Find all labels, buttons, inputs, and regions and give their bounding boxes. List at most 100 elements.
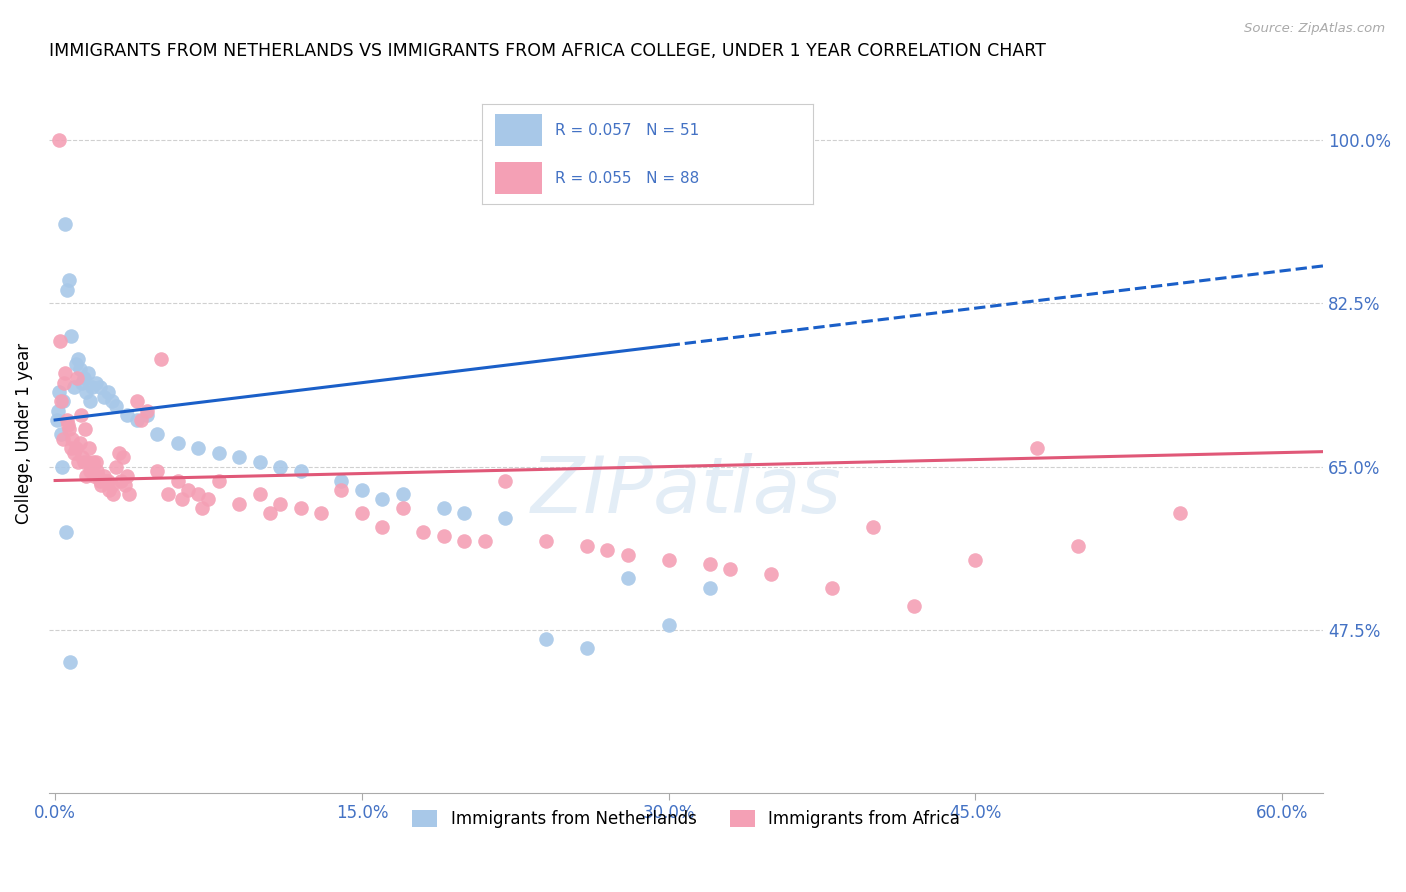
- Point: [60, 329, 83, 343]
- Point: [110, 474, 132, 488]
- Point: [269, 497, 291, 511]
- Point: [79, 394, 101, 409]
- Point: [80, 459, 103, 474]
- Point: [1067, 539, 1090, 553]
- Point: [903, 599, 925, 614]
- Point: [166, 436, 188, 450]
- Point: [474, 534, 496, 549]
- Point: [53, 367, 76, 381]
- Point: [56, 413, 79, 427]
- Point: [177, 483, 200, 497]
- Point: [89, 474, 111, 488]
- Point: [150, 352, 173, 367]
- Point: [90, 478, 112, 492]
- Point: [84, 376, 107, 390]
- Point: [371, 492, 394, 507]
- Point: [125, 413, 148, 427]
- Point: [73, 422, 96, 436]
- Point: [249, 487, 271, 501]
- Point: [228, 450, 250, 465]
- Point: [55, 524, 77, 539]
- Point: [821, 581, 844, 595]
- Point: [391, 487, 413, 501]
- Point: [80, 380, 103, 394]
- Point: [62, 380, 84, 394]
- Point: [191, 501, 214, 516]
- Point: [146, 426, 169, 441]
- Point: [111, 450, 134, 465]
- Point: [48, 384, 70, 399]
- Point: [290, 501, 312, 516]
- Point: [69, 409, 91, 423]
- Point: [75, 384, 97, 399]
- Point: [187, 487, 209, 501]
- Point: [136, 403, 159, 417]
- Point: [965, 552, 987, 566]
- Point: [98, 483, 121, 497]
- Point: [166, 474, 188, 488]
- Point: [51, 426, 73, 441]
- Point: [259, 506, 281, 520]
- Point: [87, 468, 110, 483]
- Point: [56, 283, 79, 297]
- Point: [76, 455, 98, 469]
- Point: [718, 562, 741, 576]
- Point: [84, 455, 107, 469]
- Point: [66, 352, 89, 367]
- Point: [60, 441, 83, 455]
- Point: [107, 445, 129, 459]
- Point: [453, 534, 475, 549]
- Point: [658, 618, 681, 632]
- Point: [350, 483, 373, 497]
- Point: [97, 474, 120, 488]
- Point: [62, 445, 84, 459]
- Point: [53, 376, 76, 390]
- Point: [75, 468, 97, 483]
- Point: [125, 394, 148, 409]
- Text: ZIPatlas: ZIPatlas: [530, 453, 842, 529]
- Point: [371, 520, 394, 534]
- Point: [77, 441, 100, 455]
- Point: [48, 133, 70, 147]
- Point: [66, 455, 89, 469]
- Point: [575, 539, 598, 553]
- Point: [759, 566, 782, 581]
- Point: [58, 273, 80, 287]
- Point: [49, 334, 72, 348]
- Legend: Immigrants from Netherlands, Immigrants from Africa: Immigrants from Netherlands, Immigrants …: [405, 803, 966, 835]
- Point: [65, 371, 87, 385]
- Point: [699, 558, 721, 572]
- Point: [433, 501, 456, 516]
- Point: [93, 390, 115, 404]
- Point: [534, 534, 557, 549]
- Point: [136, 409, 159, 423]
- Point: [170, 492, 193, 507]
- Point: [129, 413, 152, 427]
- Point: [115, 468, 138, 483]
- Point: [453, 506, 475, 520]
- Point: [51, 394, 73, 409]
- Point: [208, 445, 231, 459]
- Point: [412, 524, 434, 539]
- Point: [46, 413, 69, 427]
- Point: [494, 510, 516, 524]
- Point: [616, 548, 638, 562]
- Point: [46, 403, 69, 417]
- Point: [76, 367, 98, 381]
- Point: [69, 361, 91, 376]
- Y-axis label: College, Under 1 year: College, Under 1 year: [15, 343, 32, 524]
- Point: [433, 529, 456, 543]
- Point: [53, 217, 76, 231]
- Point: [290, 464, 312, 478]
- Point: [197, 492, 219, 507]
- Point: [249, 455, 271, 469]
- Point: [52, 432, 75, 446]
- Point: [79, 464, 101, 478]
- Point: [69, 436, 91, 450]
- Point: [228, 497, 250, 511]
- Point: [187, 441, 209, 455]
- Point: [156, 487, 179, 501]
- Point: [596, 543, 619, 558]
- Text: Source: ZipAtlas.com: Source: ZipAtlas.com: [1244, 22, 1385, 36]
- Point: [1025, 441, 1047, 455]
